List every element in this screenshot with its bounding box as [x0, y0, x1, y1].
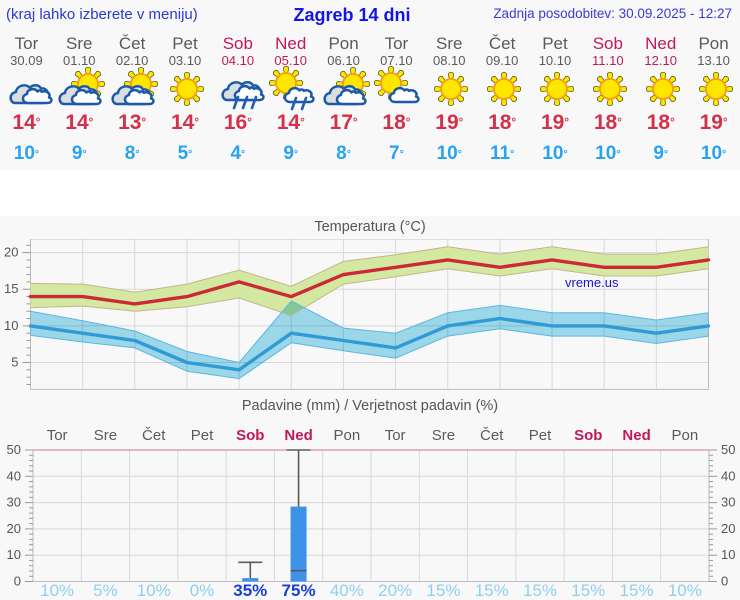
svg-text:15%: 15% [571, 581, 605, 600]
svg-text:10: 10 [4, 318, 18, 333]
svg-text:Sre: Sre [94, 427, 117, 444]
svg-text:75%: 75% [282, 581, 316, 600]
svg-text:Sre: Sre [432, 427, 455, 444]
svg-text:50: 50 [7, 442, 21, 457]
svg-text:Pon: Pon [334, 427, 361, 444]
svg-text:0: 0 [721, 574, 728, 589]
svg-text:Pon: Pon [672, 427, 699, 444]
svg-text:20: 20 [4, 245, 18, 260]
svg-text:Čet: Čet [480, 427, 504, 444]
svg-text:Pet: Pet [529, 427, 552, 444]
svg-text:15%: 15% [426, 581, 460, 600]
svg-text:0%: 0% [190, 581, 215, 600]
svg-text:Tor: Tor [47, 427, 68, 444]
svg-text:50: 50 [721, 442, 735, 457]
svg-text:15%: 15% [523, 581, 557, 600]
svg-text:10%: 10% [40, 581, 74, 600]
svg-text:5: 5 [11, 355, 18, 370]
svg-text:Čet: Čet [142, 427, 166, 444]
svg-text:Tor: Tor [385, 427, 406, 444]
svg-text:15%: 15% [475, 581, 509, 600]
svg-text:40%: 40% [330, 581, 364, 600]
svg-text:vreme.us: vreme.us [565, 275, 619, 290]
svg-text:Ned: Ned [284, 427, 312, 444]
svg-text:30: 30 [7, 495, 21, 510]
svg-text:Ned: Ned [622, 427, 650, 444]
svg-text:20: 20 [721, 521, 735, 536]
svg-text:35%: 35% [233, 581, 267, 600]
svg-text:10: 10 [721, 547, 735, 562]
svg-text:5%: 5% [93, 581, 118, 600]
svg-text:40: 40 [721, 468, 735, 483]
svg-text:20%: 20% [378, 581, 412, 600]
svg-text:10%: 10% [137, 581, 171, 600]
svg-text:40: 40 [7, 468, 21, 483]
svg-text:Pet: Pet [191, 427, 214, 444]
svg-text:Sob: Sob [236, 427, 264, 444]
svg-text:10%: 10% [668, 581, 702, 600]
svg-text:10: 10 [7, 547, 21, 562]
svg-text:20: 20 [7, 521, 21, 536]
svg-text:0: 0 [14, 574, 21, 589]
svg-text:15%: 15% [620, 581, 654, 600]
svg-text:15: 15 [4, 281, 18, 296]
svg-text:Sob: Sob [574, 427, 602, 444]
svg-text:30: 30 [721, 495, 735, 510]
